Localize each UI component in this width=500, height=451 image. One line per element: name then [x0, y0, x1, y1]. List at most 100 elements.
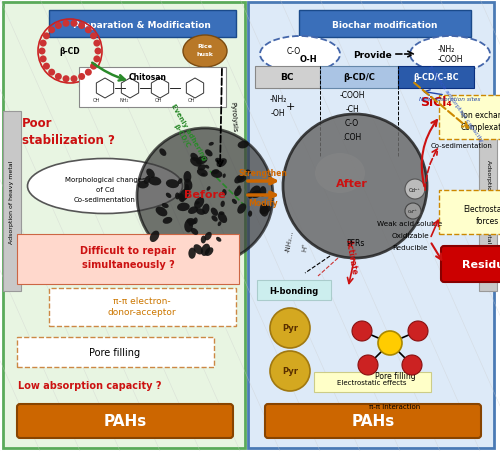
FancyBboxPatch shape: [49, 11, 236, 38]
Text: +: +: [286, 102, 294, 112]
Circle shape: [48, 27, 55, 34]
Ellipse shape: [144, 176, 150, 184]
Ellipse shape: [150, 231, 160, 243]
Ellipse shape: [237, 186, 240, 190]
Circle shape: [55, 23, 62, 30]
Ellipse shape: [247, 193, 252, 199]
Ellipse shape: [146, 169, 155, 179]
Text: -COOH: -COOH: [339, 91, 365, 100]
Circle shape: [78, 74, 85, 81]
Text: π-π electron-
donor-acceptor: π-π electron- donor-acceptor: [108, 296, 176, 316]
Ellipse shape: [212, 216, 218, 222]
Text: Residual: Residual: [462, 259, 500, 269]
Ellipse shape: [248, 211, 252, 217]
Circle shape: [43, 33, 50, 40]
Ellipse shape: [194, 244, 203, 255]
Ellipse shape: [205, 150, 212, 157]
Circle shape: [48, 69, 55, 77]
Ellipse shape: [215, 158, 222, 165]
Text: husk: husk: [196, 52, 214, 57]
Text: of Cd: of Cd: [96, 187, 114, 193]
Ellipse shape: [205, 248, 214, 257]
Text: -OH: -OH: [270, 109, 285, 118]
Ellipse shape: [186, 219, 196, 225]
Ellipse shape: [205, 166, 210, 169]
Text: Adsorption of heavy metal: Adsorption of heavy metal: [486, 160, 490, 243]
Text: New adsorption sites: New adsorption sites: [420, 97, 480, 102]
Ellipse shape: [178, 194, 185, 203]
Ellipse shape: [177, 203, 190, 212]
FancyBboxPatch shape: [314, 372, 431, 392]
Ellipse shape: [190, 153, 198, 162]
Ellipse shape: [246, 170, 251, 174]
Ellipse shape: [195, 202, 200, 205]
Circle shape: [55, 74, 62, 81]
FancyBboxPatch shape: [441, 246, 500, 282]
Ellipse shape: [198, 165, 206, 171]
Ellipse shape: [175, 193, 180, 200]
Text: Oxidizable: Oxidizable: [391, 232, 429, 239]
Text: -NH₂...: -NH₂...: [285, 230, 295, 253]
Ellipse shape: [206, 187, 210, 191]
Ellipse shape: [218, 222, 222, 227]
Text: β-CD/C: β-CD/C: [343, 74, 375, 83]
Ellipse shape: [194, 198, 204, 209]
Ellipse shape: [260, 206, 270, 215]
Text: Enhance adsorption capacity: Enhance adsorption capacity: [426, 65, 484, 143]
Ellipse shape: [188, 248, 196, 259]
Text: OH: OH: [188, 98, 196, 103]
Ellipse shape: [196, 156, 207, 165]
Circle shape: [62, 76, 70, 83]
FancyBboxPatch shape: [79, 68, 226, 108]
Ellipse shape: [201, 174, 205, 177]
Ellipse shape: [166, 193, 172, 198]
Ellipse shape: [212, 170, 219, 175]
Text: forces: forces: [476, 217, 498, 226]
Text: Pore filling: Pore filling: [374, 372, 416, 381]
Ellipse shape: [202, 204, 209, 215]
Ellipse shape: [238, 142, 249, 149]
Text: Activate: Activate: [344, 238, 360, 275]
Ellipse shape: [259, 187, 266, 197]
Text: O-H: O-H: [299, 55, 317, 63]
Ellipse shape: [190, 158, 202, 167]
Text: Chitosan: Chitosan: [129, 72, 167, 81]
Text: C-O: C-O: [287, 46, 301, 55]
Ellipse shape: [138, 182, 149, 189]
Circle shape: [270, 351, 310, 391]
Ellipse shape: [236, 176, 244, 181]
Text: PFRs: PFRs: [346, 239, 364, 248]
Ellipse shape: [234, 188, 241, 197]
Text: Evenly adhering
β-CD/C: Evenly adhering β-CD/C: [163, 102, 207, 165]
Circle shape: [94, 56, 100, 63]
Ellipse shape: [166, 180, 179, 189]
Ellipse shape: [184, 184, 189, 192]
FancyBboxPatch shape: [299, 11, 471, 38]
Ellipse shape: [234, 175, 243, 184]
Text: .COH: .COH: [342, 133, 361, 142]
Circle shape: [90, 33, 97, 40]
Ellipse shape: [201, 236, 206, 244]
Text: NH₂: NH₂: [120, 98, 130, 103]
Ellipse shape: [410, 37, 490, 73]
Ellipse shape: [184, 220, 193, 233]
Text: Weak acid soluble: Weak acid soluble: [378, 221, 442, 226]
FancyBboxPatch shape: [248, 3, 494, 448]
Text: Cd²⁺: Cd²⁺: [409, 187, 421, 192]
Circle shape: [94, 41, 100, 47]
Ellipse shape: [178, 179, 182, 184]
Text: PAHs: PAHs: [352, 414, 395, 428]
Ellipse shape: [180, 189, 189, 202]
Text: Reducible: Reducible: [392, 244, 428, 250]
Text: Biochar modification: Biochar modification: [332, 20, 438, 29]
Circle shape: [85, 69, 92, 77]
Text: Electrostatic effects: Electrostatic effects: [337, 379, 407, 385]
FancyBboxPatch shape: [320, 67, 398, 89]
Ellipse shape: [193, 218, 198, 225]
Circle shape: [402, 355, 422, 375]
Text: Pore filling: Pore filling: [90, 347, 140, 357]
Text: Low absorption capacity ?: Low absorption capacity ?: [18, 380, 162, 390]
Circle shape: [90, 64, 97, 70]
Text: Electrostatic: Electrostatic: [463, 205, 500, 214]
Text: Rice: Rice: [198, 44, 212, 50]
